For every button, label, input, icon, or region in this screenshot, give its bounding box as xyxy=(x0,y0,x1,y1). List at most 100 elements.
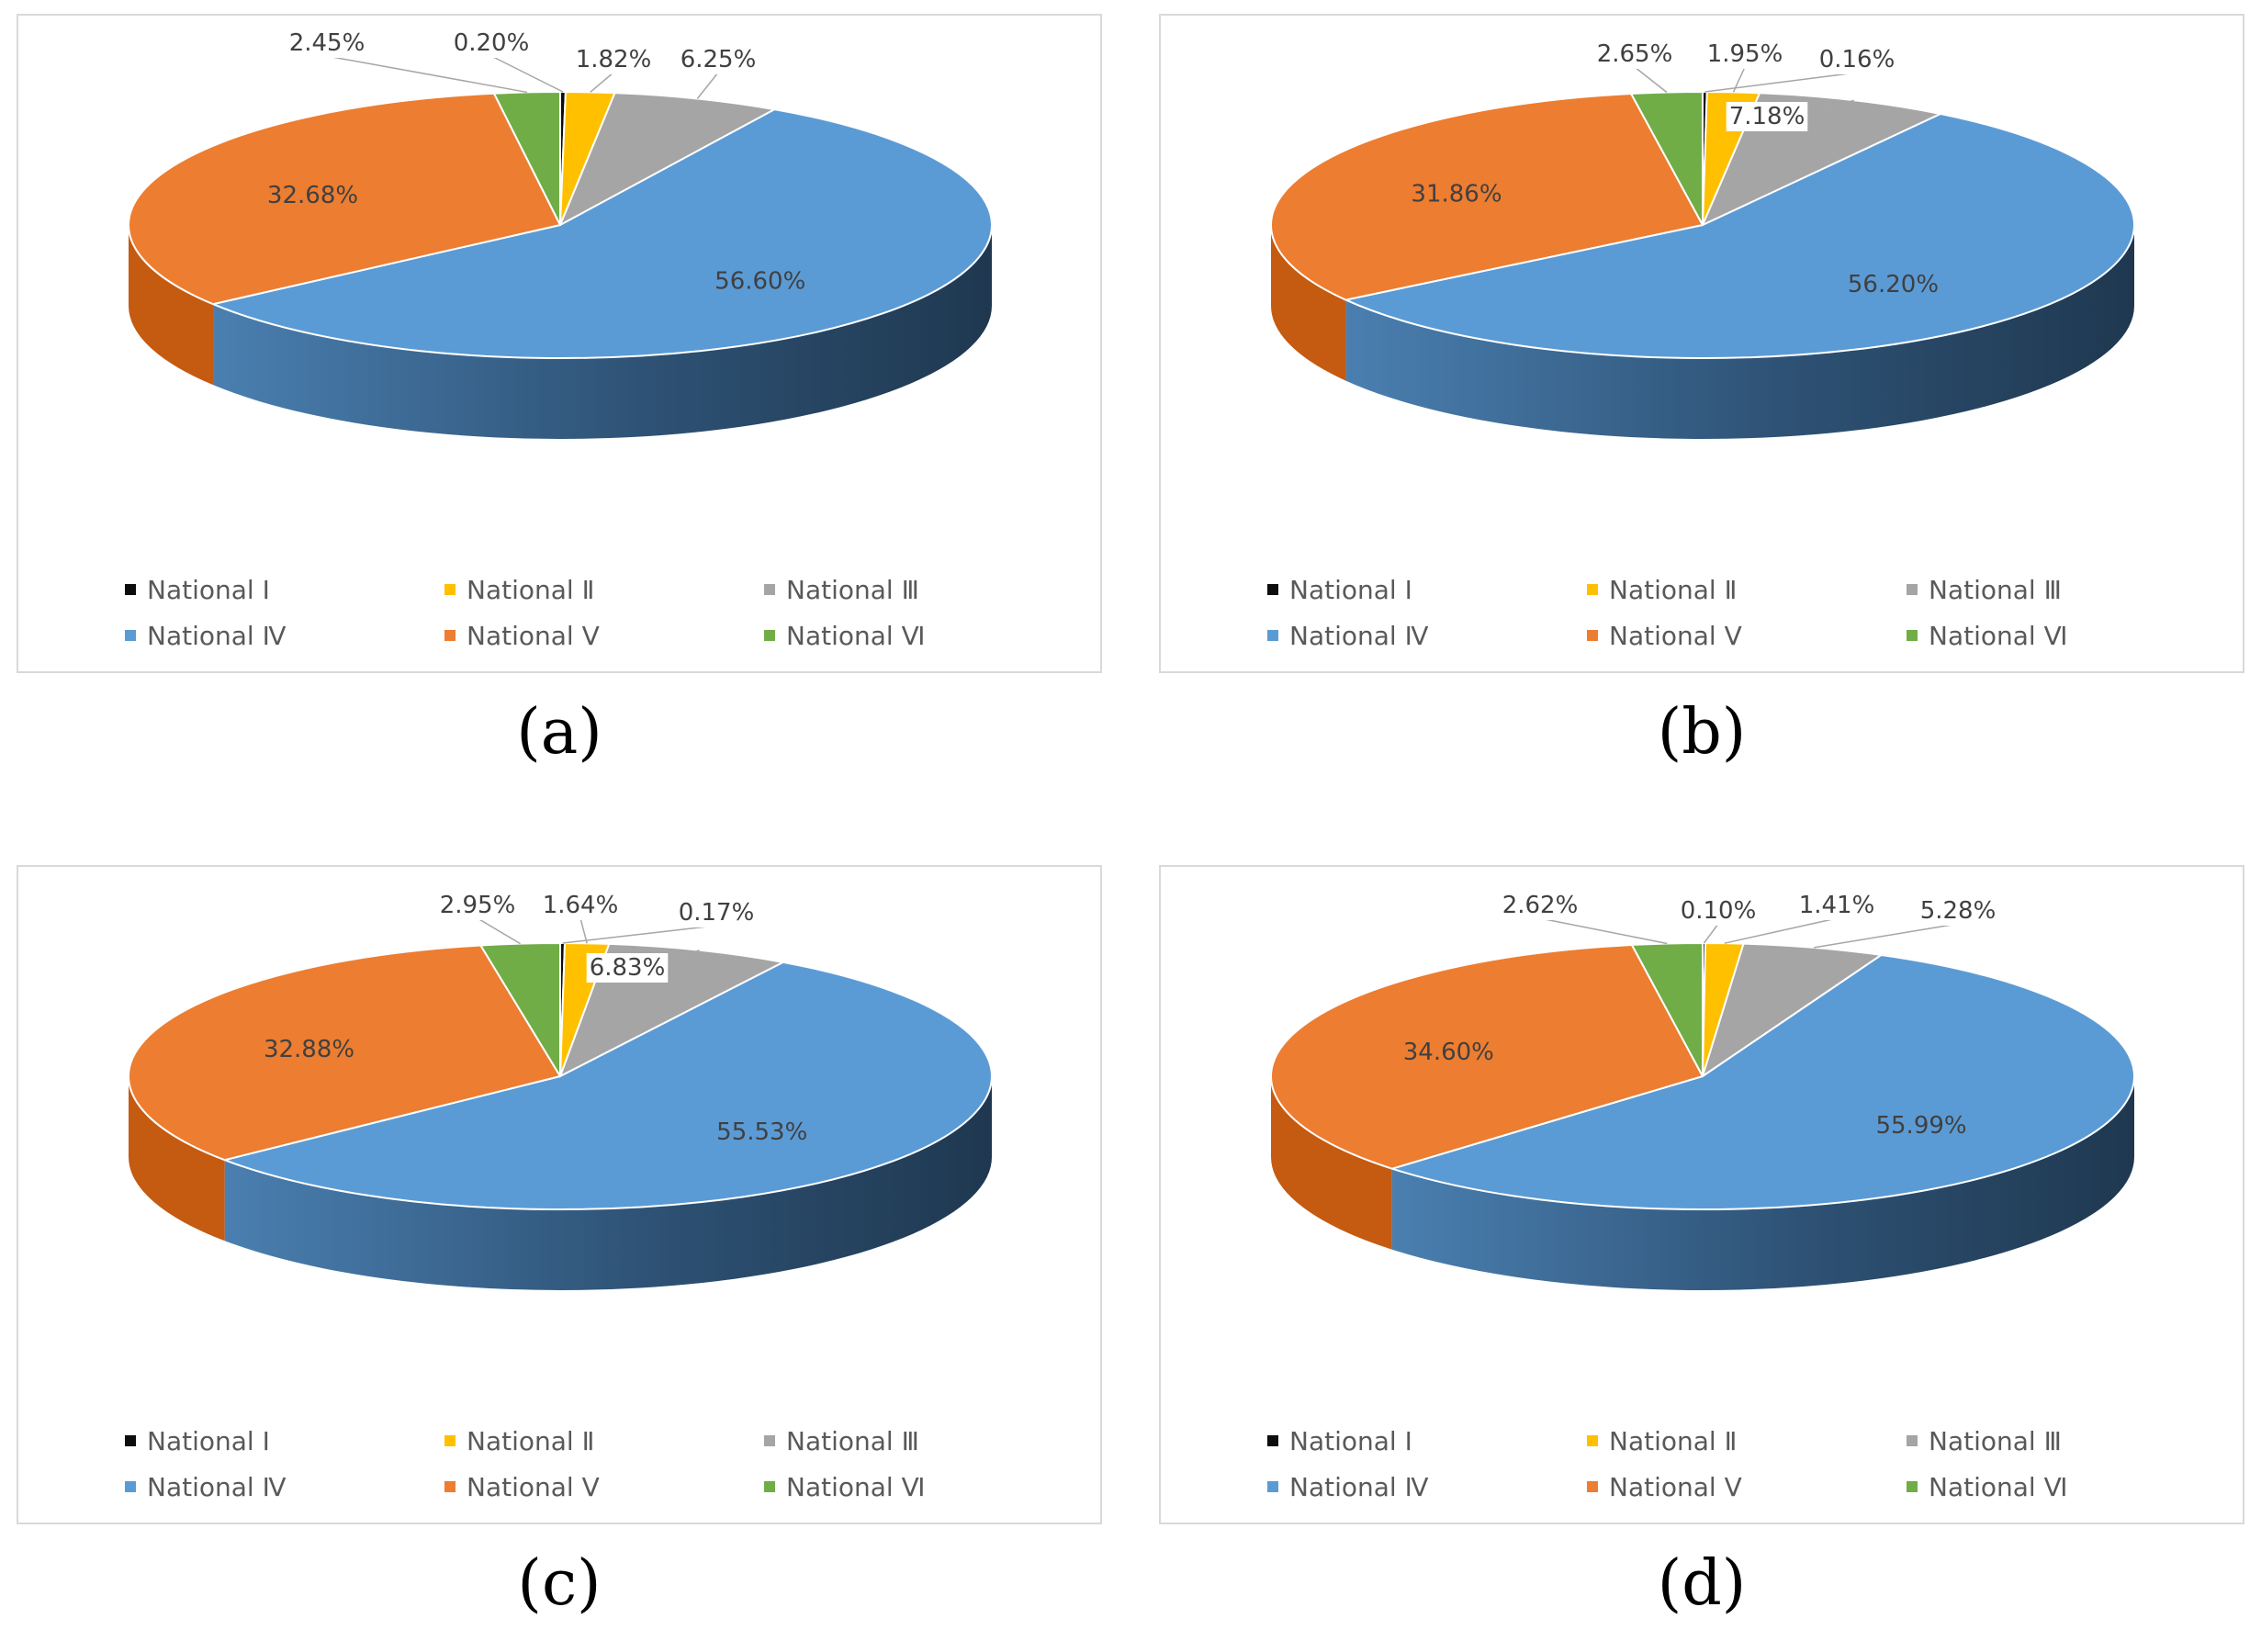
legend: National Ⅰ National Ⅱ National Ⅲ National Ⅳ… xyxy=(1267,1426,2067,1502)
leader-line-national-6 xyxy=(1539,917,1668,945)
legend-swatch-national-6 xyxy=(764,630,775,641)
pie-slice-national-6 xyxy=(1630,91,1704,226)
data-label-national-5: 32.68% xyxy=(267,182,358,209)
legend-label-national-6: National Ⅵ xyxy=(786,621,925,651)
pie-side-national-5 xyxy=(1271,1076,1392,1250)
pie-slice-national-3 xyxy=(559,92,776,226)
legend-swatch-national-2 xyxy=(444,584,456,595)
pie-chart-b: 0.16% 1.95% 7.18% 56.20% 31.86% 2.65% National… xyxy=(1159,14,2244,673)
pie-svg: 0.10% 1.41% 5.28% 55.99% 34.60% 2.62% National… xyxy=(1267,891,2135,1502)
legend: National Ⅰ National Ⅱ National Ⅲ National Ⅳ… xyxy=(1267,575,2067,651)
data-label-national-4: 56.60% xyxy=(714,268,805,296)
legend-swatch-national-4 xyxy=(1267,1481,1278,1492)
data-label-national-4: 55.99% xyxy=(1875,1112,1966,1140)
legend-label-national-3: National Ⅲ xyxy=(1929,575,2062,605)
data-label-national-1: 0.20% xyxy=(454,29,530,57)
data-label-national-2: 1.41% xyxy=(1799,892,1875,919)
legend-label-national-5: National Ⅴ xyxy=(1609,1472,1742,1502)
pie-side-national-4 xyxy=(1391,1076,2134,1290)
legend-swatch-national-3 xyxy=(1907,1435,1918,1446)
leader-line-national-1 xyxy=(562,925,717,944)
legend-swatch-national-1 xyxy=(125,584,136,595)
data-label-national-1: 0.10% xyxy=(1681,897,1757,925)
legend-label-national-2: National Ⅱ xyxy=(1609,1426,1737,1456)
pie-slice-national-5 xyxy=(1270,93,1704,301)
legend-swatch-national-5 xyxy=(444,1481,456,1492)
legend-swatch-national-2 xyxy=(1587,1435,1598,1446)
leader-line-national-1 xyxy=(1704,72,1858,93)
data-label-national-2: 1.82% xyxy=(576,46,652,73)
pie-svg: 0.17% 1.64% 6.83% 55.53% 32.88% 2.95% National… xyxy=(125,891,993,1502)
data-label-national-6: 2.65% xyxy=(1597,40,1673,68)
legend-label-national-5: National Ⅴ xyxy=(467,621,600,651)
pie-side-national-4 xyxy=(224,1076,993,1290)
legend-label-national-1: National Ⅰ xyxy=(147,575,270,605)
pie-slice-national-3 xyxy=(1702,942,1883,1077)
legend-swatch-national-6 xyxy=(1907,630,1918,641)
data-label-national-5: 34.60% xyxy=(1403,1039,1494,1066)
pie-chart-d: 0.10% 1.41% 5.28% 55.99% 34.60% 2.62% National… xyxy=(1159,865,2244,1524)
pie-slice-national-5 xyxy=(1270,943,1704,1170)
data-label-national-3: 7.18% xyxy=(1729,103,1805,130)
pie-slice-national-4 xyxy=(1390,953,2135,1210)
pie-side-national-4 xyxy=(213,225,992,440)
leader-line-national-1 xyxy=(490,55,564,93)
pie-svg: 0.16% 1.95% 7.18% 56.20% 31.86% 2.65% National… xyxy=(1267,39,2135,651)
legend-swatch-national-4 xyxy=(125,630,136,641)
data-label-national-1: 0.17% xyxy=(679,899,755,927)
legend-label-national-4: National Ⅳ xyxy=(147,621,287,651)
leader-line-national-6 xyxy=(477,917,521,945)
pie-slice-national-6 xyxy=(1630,942,1704,1077)
data-label-national-6: 2.62% xyxy=(1502,892,1579,919)
data-label-national-3: 5.28% xyxy=(1920,897,1997,925)
legend-label-national-2: National Ⅱ xyxy=(467,575,594,605)
legend-label-national-5: National Ⅴ xyxy=(1609,621,1742,651)
panel-caption-c: (c) xyxy=(517,1547,602,1620)
legend-swatch-national-3 xyxy=(1907,584,1918,595)
data-label-national-6: 2.95% xyxy=(440,892,516,919)
legend-label-national-3: National Ⅲ xyxy=(786,575,919,605)
legend-label-national-2: National Ⅱ xyxy=(1609,575,1737,605)
legend-label-national-6: National Ⅵ xyxy=(1929,1472,2067,1502)
data-label-national-1: 0.16% xyxy=(1819,46,1895,73)
legend-label-national-6: National Ⅵ xyxy=(786,1472,925,1502)
pie-slice-national-4 xyxy=(212,108,993,359)
legend-label-national-4: National Ⅳ xyxy=(147,1472,287,1502)
pie-slice-national-6 xyxy=(492,91,561,226)
leader-line-national-2 xyxy=(590,72,614,93)
legend-label-national-6: National Ⅵ xyxy=(1929,621,2067,651)
legend-label-national-1: National Ⅰ xyxy=(1289,1426,1412,1456)
legend-label-national-3: National Ⅲ xyxy=(1929,1426,2062,1456)
panel-caption-d: (d) xyxy=(1657,1547,1747,1620)
leader-line-national-2 xyxy=(1732,66,1746,93)
legend-swatch-national-1 xyxy=(125,1435,136,1446)
legend-swatch-national-4 xyxy=(1267,630,1278,641)
legend-label-national-5: National Ⅴ xyxy=(467,1472,600,1502)
legend-label-national-3: National Ⅲ xyxy=(786,1426,919,1456)
leader-line-national-6 xyxy=(326,55,527,94)
pie-slice-national-4 xyxy=(223,961,993,1210)
legend-swatch-national-5 xyxy=(1587,630,1598,641)
pie-slice-national-5 xyxy=(128,944,561,1162)
legend-swatch-national-5 xyxy=(444,630,456,641)
data-label-national-3: 6.83% xyxy=(590,954,666,982)
leader-line-national-2 xyxy=(1724,917,1838,944)
pie-slice-national-4 xyxy=(1344,113,2135,359)
legend-swatch-national-3 xyxy=(764,1435,775,1446)
legend-swatch-national-5 xyxy=(1587,1481,1598,1492)
pie-chart-a: 0.20% 1.82% 6.25% 56.60% 32.68% 2.45% National… xyxy=(17,14,1102,673)
legend-label-national-2: National Ⅱ xyxy=(467,1426,594,1456)
legend-swatch-national-4 xyxy=(125,1481,136,1492)
legend-swatch-national-2 xyxy=(1587,584,1598,595)
leader-line-national-3 xyxy=(1814,923,1959,949)
pie-side-national-4 xyxy=(1345,225,2134,439)
leader-line-national-6 xyxy=(1634,66,1668,94)
data-label-national-5: 32.88% xyxy=(264,1036,354,1063)
legend-label-national-4: National Ⅳ xyxy=(1289,621,1429,651)
pie-svg: 0.20% 1.82% 6.25% 56.60% 32.68% 2.45% National… xyxy=(125,28,993,651)
data-label-national-2: 1.95% xyxy=(1707,40,1783,68)
legend-swatch-national-1 xyxy=(1267,1435,1278,1446)
leader-line-national-3 xyxy=(696,72,719,99)
pie-chart-c: 0.17% 1.64% 6.83% 55.53% 32.88% 2.95% National… xyxy=(17,865,1102,1524)
legend-label-national-1: National Ⅰ xyxy=(147,1426,270,1456)
